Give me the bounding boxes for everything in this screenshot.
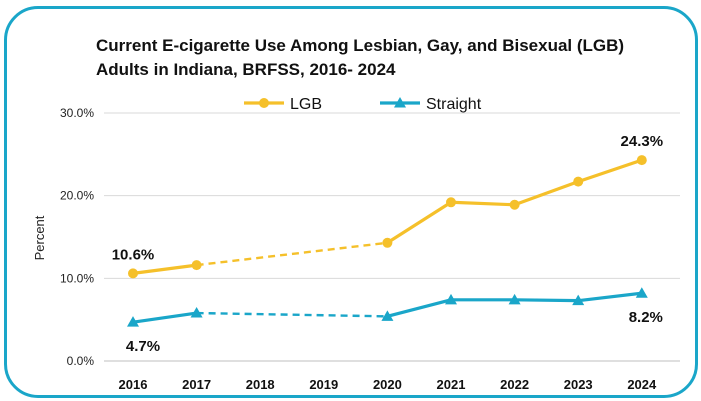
x-tick-label: 2024 <box>627 377 657 392</box>
chart-title: Current E-cigarette Use Among Lesbian, G… <box>96 36 625 79</box>
data-point <box>509 199 520 210</box>
data-point <box>127 316 139 327</box>
series-line-straight <box>385 298 453 318</box>
data-label: 10.6% <box>112 246 155 263</box>
series-dashed-line-straight <box>196 311 388 318</box>
data-point <box>191 260 202 271</box>
series-line-lgb <box>512 180 580 207</box>
data-point <box>259 98 269 108</box>
x-tick-label: 2020 <box>373 377 402 392</box>
y-tick-label: 30.0% <box>60 106 94 120</box>
data-label: 4.7% <box>126 338 160 355</box>
series-line-lgb <box>131 263 199 275</box>
series-line-lgb <box>449 200 517 207</box>
x-tick-label: 2018 <box>246 377 275 392</box>
y-tick-label: 0.0% <box>67 354 95 368</box>
data-point <box>128 268 138 279</box>
data-point <box>394 97 406 108</box>
x-tick-label: 2022 <box>500 377 529 392</box>
x-tick-label: 2017 <box>182 377 211 392</box>
data-point <box>635 287 648 298</box>
series-line-straight <box>576 291 644 303</box>
y-axis-label: Percent <box>32 215 47 260</box>
x-tick-label: 2023 <box>564 377 593 392</box>
x-tick-label: 2016 <box>119 377 148 392</box>
data-point <box>381 310 394 321</box>
chart-frame <box>4 6 698 398</box>
series-dashed-line-lgb <box>196 241 388 267</box>
legend-label-straight: Straight <box>426 96 482 113</box>
data-label: 24.3% <box>621 133 664 150</box>
y-tick-label: 10.0% <box>60 271 94 285</box>
data-point <box>572 294 585 306</box>
series-line-lgb <box>576 158 644 184</box>
data-point <box>190 307 203 318</box>
data-point <box>508 293 521 305</box>
data-point <box>446 197 456 208</box>
legend-label-lgb: LGB <box>290 96 322 113</box>
data-point <box>445 293 457 305</box>
data-point <box>573 176 584 187</box>
x-tick-label: 2021 <box>437 377 466 392</box>
data-label: 8.2% <box>629 309 663 326</box>
x-tick-label: 2019 <box>309 377 338 392</box>
series-line-straight <box>512 298 580 303</box>
data-point <box>382 237 393 248</box>
y-tick-label: 20.0% <box>60 189 94 203</box>
series-line-lgb <box>385 200 453 245</box>
series-line-straight <box>131 311 199 324</box>
data-point <box>636 155 647 166</box>
